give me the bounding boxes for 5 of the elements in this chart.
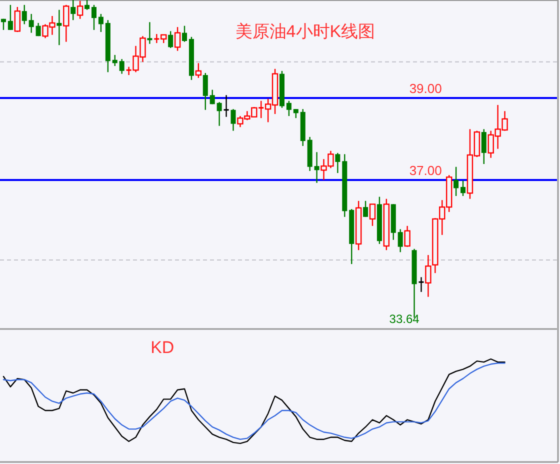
annotation: 33.64 bbox=[389, 312, 420, 326]
text: 美原油4小时K线图 bbox=[235, 22, 376, 41]
chart-title: KD bbox=[150, 338, 174, 357]
ref-line-label: 39.00 bbox=[409, 80, 442, 96]
ref-line-label: 37.00 bbox=[409, 162, 442, 178]
